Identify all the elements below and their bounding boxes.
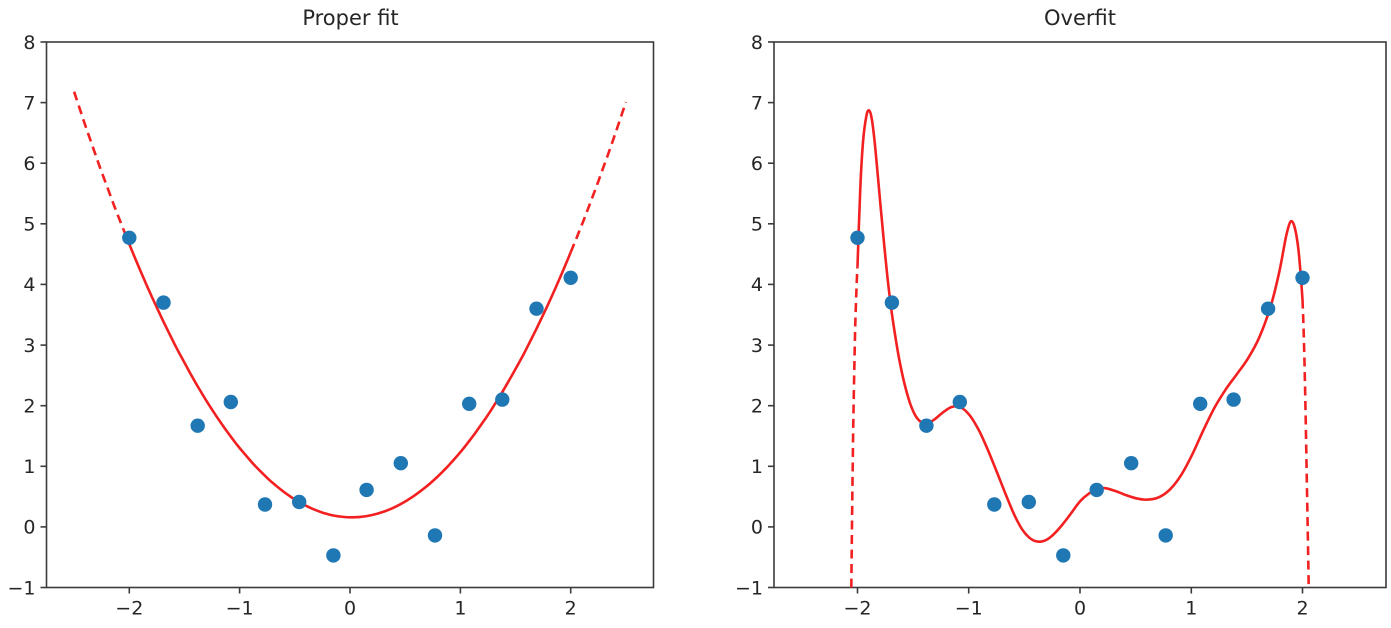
data-point (326, 548, 341, 563)
fit-curve-extrapolation-dashed (72, 91, 126, 231)
fit-curve-extrapolation-dashed (1301, 299, 1310, 588)
y-tick-label: 6 (23, 153, 35, 175)
y-tick-label: 4 (23, 274, 35, 296)
data-point (393, 456, 408, 471)
y-tick-label: 7 (23, 92, 35, 114)
y-tick-label: 4 (751, 274, 763, 296)
y-tick-label: 2 (23, 396, 35, 418)
plot-title-proper-fit: Proper fit (302, 6, 399, 30)
x-tick-label: −2 (843, 598, 871, 620)
data-point (1193, 396, 1208, 411)
y-tick-label: 8 (751, 32, 763, 54)
fit-curve-extrapolation-dashed (569, 101, 628, 253)
y-tick-label: 6 (751, 153, 763, 175)
data-point (122, 230, 137, 245)
data-point (884, 295, 900, 310)
x-tick-label: 0 (344, 598, 356, 620)
plot-frame (45, 41, 655, 589)
data-point (427, 528, 443, 543)
axes-overfit: −2 −1 0 1 2 −1 0 1 2 3 4 5 6 7 8 (735, 32, 1387, 620)
axes-proper-fit: −2 −1 0 1 2 −1 0 1 2 3 4 5 6 7 8 (7, 32, 655, 620)
data-point (987, 497, 1002, 512)
data-point (1260, 301, 1276, 316)
data-point (1021, 494, 1036, 510)
fit-curve-extrapolation-dashed (850, 266, 859, 588)
data-point (190, 418, 205, 433)
x-tick-label: 1 (454, 598, 466, 620)
y-tick-label: 7 (751, 92, 763, 114)
data-point (292, 494, 307, 510)
y-tick-label: 5 (23, 214, 35, 236)
y-tick-label: 1 (751, 456, 763, 478)
x-tick-label: 2 (565, 598, 577, 620)
fit-curve-solid (856, 109, 1304, 543)
data-point (1056, 548, 1071, 563)
y-tick-label: 0 (751, 517, 763, 539)
y-tick-label: 3 (751, 335, 763, 357)
data-point (919, 418, 934, 433)
data-point (850, 230, 865, 245)
data-point (462, 396, 477, 411)
data-point (529, 301, 544, 316)
y-tick-label: 0 (23, 517, 35, 539)
data-point (1226, 392, 1241, 407)
data-point (1124, 456, 1139, 471)
y-tick-label: −1 (7, 577, 35, 599)
x-tick-label: 0 (1074, 598, 1086, 620)
data-point (563, 270, 578, 285)
data-point (257, 497, 273, 512)
fit-curve-solid (122, 229, 572, 519)
data-point (223, 394, 238, 410)
data-point (1295, 270, 1310, 285)
y-tick-label: 3 (23, 335, 35, 357)
x-tick-label: 2 (1296, 598, 1308, 620)
plot-title-overfit: Overfit (1044, 6, 1116, 30)
y-tick-label: 1 (23, 456, 35, 478)
data-point (156, 295, 171, 310)
data-point (1089, 482, 1104, 498)
data-point (952, 394, 967, 410)
y-tick-label: −1 (735, 577, 763, 599)
data-point (359, 482, 374, 498)
x-tick-label: 1 (1185, 598, 1197, 620)
y-tick-label: 5 (751, 214, 763, 236)
x-tick-label: −1 (226, 598, 254, 620)
y-tick-label: 8 (23, 32, 35, 54)
data-point (495, 392, 510, 407)
y-tick-label: 2 (751, 396, 763, 418)
x-tick-label: −2 (115, 598, 143, 620)
x-tick-label: −1 (955, 598, 983, 620)
data-point (1158, 528, 1173, 543)
